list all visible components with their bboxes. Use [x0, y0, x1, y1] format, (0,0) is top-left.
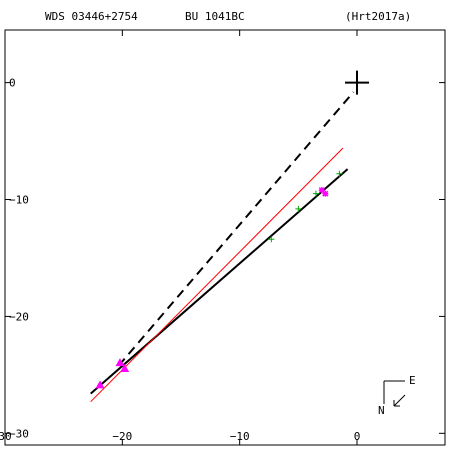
compass-north-label: N	[378, 404, 385, 417]
orbit-solid-line	[90, 168, 349, 395]
observation-triangle-marker	[95, 380, 105, 389]
y-tick-label: −30	[9, 427, 29, 440]
observation-plus-marker	[295, 205, 302, 212]
data-series	[90, 70, 369, 403]
observation-plus-marker	[268, 236, 275, 243]
observation-triangle-marker	[115, 358, 125, 367]
header-reference: (Hrt2017a)	[345, 10, 411, 23]
y-tick-label: −10	[9, 194, 29, 207]
compass-arrow-head	[393, 400, 400, 407]
compass: E N	[378, 374, 416, 417]
observation-star-marker	[322, 190, 329, 197]
observation-plus-marker	[336, 170, 343, 177]
x-tick-label: −20	[112, 430, 132, 443]
header-designation: BU 1041BC	[185, 10, 245, 23]
y-tick-label: −20	[9, 310, 29, 323]
observation-star-marker	[318, 187, 325, 194]
primary-star-marker	[345, 70, 369, 95]
compass-east-label: E	[409, 374, 416, 387]
header-wds: WDS 03446+2754	[45, 10, 138, 23]
observation-plus-marker	[312, 190, 319, 197]
compass-arrow-shaft	[393, 394, 406, 407]
x-tick-label: −10	[230, 430, 250, 443]
x-tick-label: 0	[354, 430, 361, 443]
axis-ticks: 30 −20 −10 0 0 −10 −20 −30	[0, 30, 445, 445]
observation-triangle-marker	[120, 364, 130, 373]
x-tick-label: 30	[0, 430, 12, 443]
orbit-thin-line	[90, 147, 344, 403]
plot-frame	[4, 29, 446, 446]
y-tick-label: 0	[9, 77, 16, 90]
orbit-dashed-line	[118, 91, 355, 367]
